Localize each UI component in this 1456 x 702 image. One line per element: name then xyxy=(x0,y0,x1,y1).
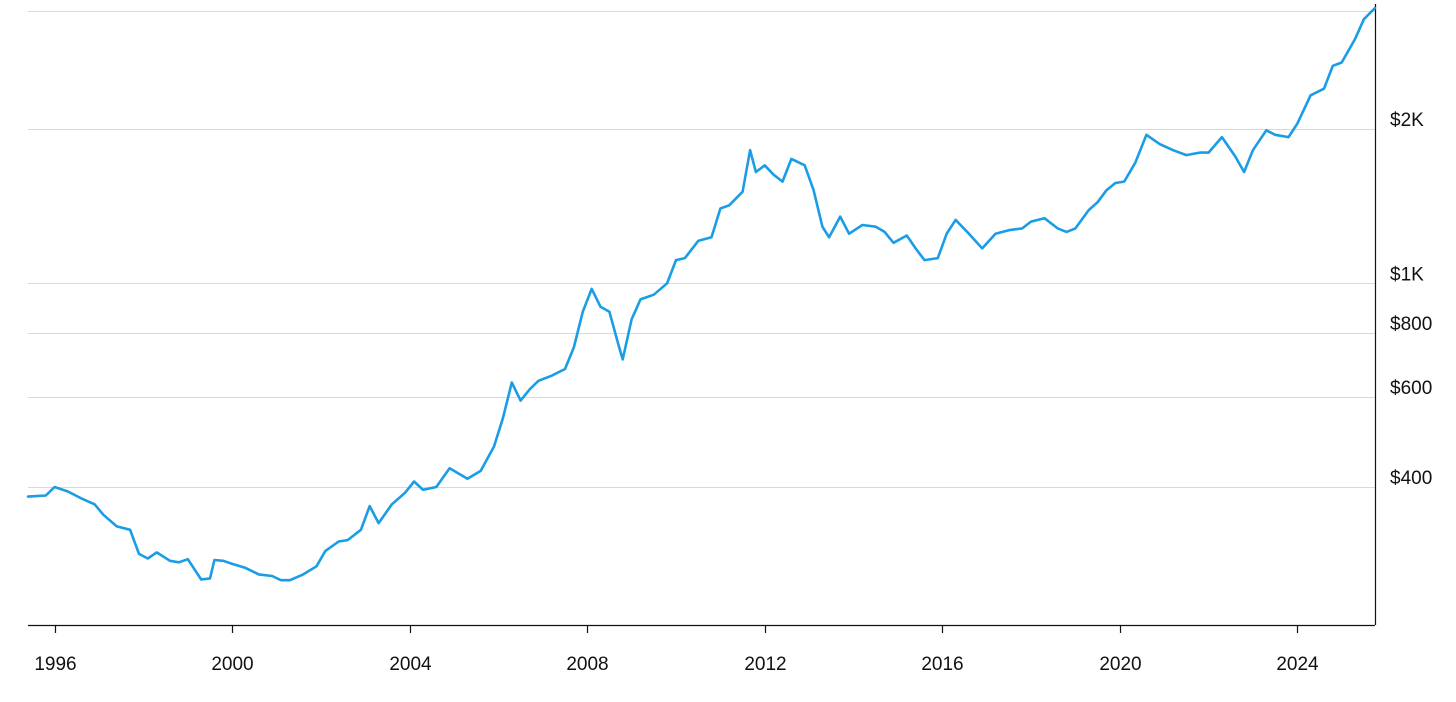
gridlines xyxy=(28,11,1375,488)
x-tick-label: 2004 xyxy=(389,654,432,675)
y-tick-label: $1K xyxy=(1390,264,1424,285)
x-tick-label: 2008 xyxy=(566,654,608,675)
axes xyxy=(28,4,1377,633)
series-line-0 xyxy=(26,6,1377,582)
x-tick-label: 2012 xyxy=(744,654,786,675)
x-tick-label: 2020 xyxy=(1099,654,1141,675)
tick-labels: $400 $600 $800 $1K $2K 1996 2000 2004 2008 2012 20… xyxy=(34,110,1432,675)
y-tick-label: $600 xyxy=(1390,378,1432,399)
y-tick-label: $800 xyxy=(1390,314,1432,335)
x-tick-label: 2016 xyxy=(921,654,963,675)
x-tick-label: 2024 xyxy=(1276,654,1319,675)
x-tick-label: 2000 xyxy=(211,654,253,675)
y-tick-label: $2K xyxy=(1390,110,1424,131)
x-tick-label: 1996 xyxy=(34,654,76,675)
series-layer xyxy=(26,6,1377,582)
y-tick-label: $400 xyxy=(1390,468,1432,489)
